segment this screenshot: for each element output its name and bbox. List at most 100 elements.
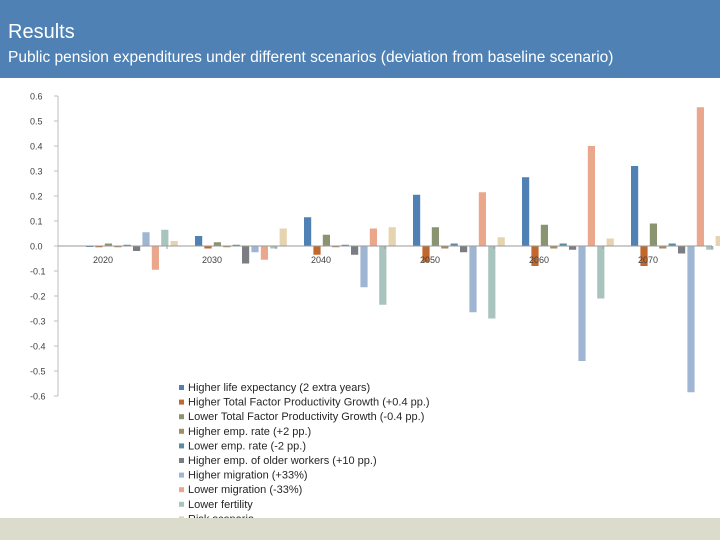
x-tick-label: 2030 (202, 255, 222, 265)
y-tick-label: -0.6 (30, 392, 46, 402)
bar (379, 246, 387, 305)
bar (204, 246, 212, 249)
bar (95, 246, 103, 248)
bar (659, 246, 667, 249)
legend-swatch (179, 501, 184, 507)
bar (270, 246, 278, 249)
y-tick-label: 0.3 (30, 167, 43, 177)
bar (332, 246, 340, 248)
legend-label: Lower Total Factor Productivity Growth (… (188, 411, 424, 423)
bar (251, 246, 259, 253)
bar (668, 243, 676, 246)
bar (161, 229, 169, 246)
bar (223, 246, 231, 248)
page-subtitle: Public pension expenditures under differ… (8, 49, 614, 66)
chart-background (0, 78, 720, 518)
bar (631, 166, 639, 246)
legend-label: Lower migration (-33%) (188, 484, 302, 496)
axes-group: 0.6 0.5 0.4 0.3 0.2 0.1 0.0 -0.1 -0.2 -0.3 -0.4 -0.… (30, 92, 713, 402)
bar (531, 246, 539, 266)
legend-swatch (179, 487, 184, 493)
legend-swatch (179, 385, 184, 390)
bar (460, 246, 468, 253)
bar (559, 243, 567, 246)
bar (696, 107, 704, 246)
y-tick-label: -0.3 (30, 317, 46, 327)
legend-swatch (179, 428, 184, 434)
legend-swatch (179, 458, 184, 463)
bar (232, 244, 240, 246)
bar (413, 194, 421, 246)
bar (488, 246, 496, 319)
x-tick-label: 2040 (311, 255, 331, 265)
legend-swatch (179, 443, 184, 449)
legend-swatch (179, 399, 184, 405)
legend-label: Lower fertility (188, 499, 253, 511)
bar (369, 228, 377, 246)
bar (422, 246, 430, 263)
bar (304, 217, 312, 246)
bar (469, 246, 477, 313)
legend-label: Risk scenario (188, 513, 254, 518)
bar (360, 246, 368, 288)
y-tick-label: -0.5 (30, 367, 46, 377)
legend-label: Higher migration (+33%) (188, 470, 308, 482)
bar (522, 177, 530, 246)
bar (260, 246, 268, 260)
legend-label: Higher life expectancy (2 extra years) (188, 382, 370, 394)
bar (313, 246, 321, 255)
bar (114, 246, 122, 248)
bar (578, 246, 586, 361)
bar (341, 244, 349, 246)
bar (715, 236, 720, 246)
y-tick-label: -0.2 (30, 292, 46, 302)
legend-swatch (179, 472, 184, 478)
y-tick-label: -0.1 (30, 267, 46, 277)
bar (142, 232, 150, 246)
bar (151, 246, 159, 270)
bar (441, 246, 449, 249)
bar (640, 246, 648, 266)
y-tick-label: -0.4 (30, 342, 46, 352)
header-bar: Results Public pension expenditures unde… (0, 0, 720, 78)
x-tick-label: 2020 (93, 255, 113, 265)
legend: Higher life expectancy (2 extra years) Hi… (179, 382, 430, 518)
bar (587, 146, 595, 246)
bar (540, 224, 548, 246)
bar (133, 246, 141, 251)
bar (597, 246, 605, 299)
bar (497, 237, 505, 246)
footer-strip (0, 518, 720, 540)
legend-swatch (179, 414, 184, 420)
y-tick-label: 0.0 (30, 242, 43, 252)
bar (706, 246, 714, 250)
legend-label: Lower emp. rate (-2 pp.) (188, 440, 306, 452)
bar (569, 246, 577, 250)
bar (279, 228, 287, 246)
x-tick-label: 2050 (420, 255, 440, 265)
bar (213, 242, 221, 246)
page-title: Results (8, 21, 75, 43)
bar (104, 243, 112, 246)
bar (123, 244, 131, 246)
bar (431, 227, 439, 246)
legend-label: Higher Total Factor Productivity Growth … (188, 397, 430, 409)
bar (351, 246, 359, 255)
bar (649, 223, 657, 246)
legend-swatch (179, 516, 184, 518)
bar (388, 227, 396, 246)
bar (450, 243, 458, 246)
y-tick-label: 0.1 (30, 217, 43, 227)
chart: 0.6 0.5 0.4 0.3 0.2 0.1 0.0 -0.1 -0.2 -0.3 -0.4 -0.… (0, 78, 720, 518)
y-tick-label: 0.4 (30, 142, 43, 152)
bar (606, 238, 614, 246)
bars-group (86, 107, 720, 393)
y-tick-label: 0.2 (30, 192, 43, 202)
bar (687, 246, 695, 393)
y-tick-label: 0.5 (30, 117, 43, 127)
y-tick-label: 0.6 (30, 92, 43, 102)
bar (242, 246, 250, 264)
legend-label: Higher emp. rate (+2 pp.) (188, 426, 311, 438)
x-tick-label: 2070 (638, 255, 658, 265)
bar (322, 234, 330, 246)
